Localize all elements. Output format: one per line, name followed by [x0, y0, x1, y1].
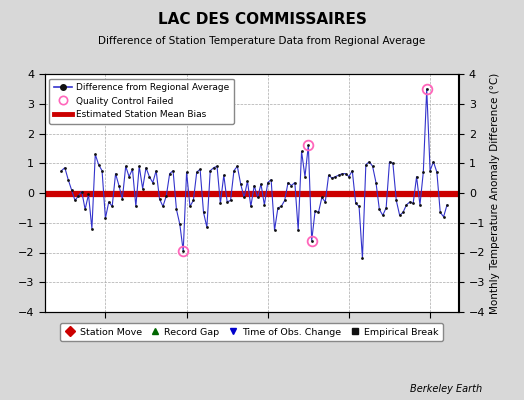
Text: Difference of Station Temperature Data from Regional Average: Difference of Station Temperature Data f…: [99, 36, 425, 46]
Text: Berkeley Earth: Berkeley Earth: [410, 384, 482, 394]
Text: LAC DES COMMISSAIRES: LAC DES COMMISSAIRES: [158, 12, 366, 27]
Text: 1968: 1968: [91, 328, 119, 338]
Text: 1974: 1974: [335, 328, 363, 338]
Text: 1970: 1970: [172, 328, 201, 338]
Legend: Station Move, Record Gap, Time of Obs. Change, Empirical Break: Station Move, Record Gap, Time of Obs. C…: [60, 323, 443, 341]
Y-axis label: Monthly Temperature Anomaly Difference (°C): Monthly Temperature Anomaly Difference (…: [489, 72, 499, 314]
Legend: Difference from Regional Average, Quality Control Failed, Estimated Station Mean: Difference from Regional Average, Qualit…: [49, 78, 234, 124]
Text: 1972: 1972: [254, 328, 282, 338]
Text: 1976: 1976: [416, 328, 444, 338]
